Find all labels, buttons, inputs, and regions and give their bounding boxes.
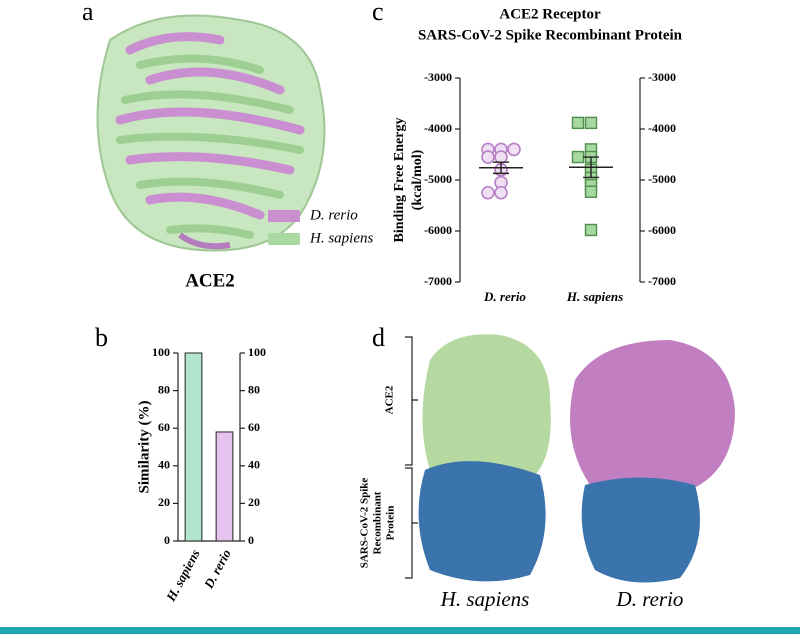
bracket-label: ACE2 (384, 385, 396, 414)
bracket-label: Protein (385, 506, 397, 541)
surface-images (418, 334, 735, 583)
y2-tick-label: 20 (248, 495, 260, 509)
caption: ACE2 (185, 270, 235, 291)
x-tick-label: H. sapiens (566, 289, 623, 304)
chart-title: ACE2 Receptor (499, 6, 601, 22)
y-axis-label: Binding Free Energy (392, 118, 407, 243)
y-tick-label: 20 (158, 495, 170, 509)
y-tick-label: 80 (158, 382, 170, 396)
protein-structure (96, 14, 326, 252)
bar (215, 431, 234, 542)
bracket-label: SARS-CoV-2 Spike (359, 478, 371, 569)
y-tick-label: -5000 (424, 172, 452, 186)
y2-tick-label: 60 (248, 420, 260, 434)
y2-tick-label: 0 (248, 533, 254, 547)
data-point (584, 223, 598, 237)
footer-bar (0, 627, 800, 634)
panel-label: c (372, 0, 384, 26)
y2-tick-label: 100 (248, 345, 266, 359)
bar (184, 352, 203, 542)
data-point (507, 142, 521, 157)
y-tick-label: -7000 (424, 274, 452, 288)
y-tick-label: -3000 (424, 70, 452, 84)
y-tick-label: 60 (158, 420, 170, 434)
data-point (584, 116, 598, 130)
y2-tick-label: -3000 (648, 70, 676, 84)
data-point (481, 185, 495, 200)
data-point (584, 185, 598, 198)
data-point (494, 150, 508, 164)
data-point (481, 150, 495, 164)
legend-label: H. sapiens (309, 230, 373, 246)
y2-tick-label: 40 (248, 458, 260, 472)
y-axis-label: (kcal/mol) (410, 149, 425, 210)
data-point (494, 185, 508, 200)
bracket-bottom (405, 467, 418, 579)
x-tick-label: D. rerio (483, 289, 526, 304)
legend-swatch (268, 210, 300, 222)
y-tick-label: -4000 (424, 121, 452, 135)
y-tick-label: -6000 (424, 223, 452, 237)
data-point (571, 150, 585, 164)
x-tick-label: H. sapiens (163, 547, 203, 605)
y2-tick-label: -4000 (648, 121, 676, 135)
y2-tick-label: 80 (248, 382, 260, 396)
y2-tick-label: -5000 (648, 172, 676, 186)
error-bar (493, 161, 509, 175)
caption: H. sapiens (440, 587, 530, 611)
y2-tick-label: -6000 (648, 223, 676, 237)
panel-label: d (372, 323, 385, 352)
y-tick-label: 0 (164, 533, 170, 547)
x-tick-label: D. rerio (200, 546, 234, 591)
bracket-label: Recombinant (372, 491, 384, 554)
legend-label: D. rerio (309, 207, 358, 223)
panel-label: b (95, 323, 108, 352)
data-point (571, 116, 585, 130)
y-tick-label: 40 (158, 458, 170, 472)
bracket-top (405, 336, 418, 466)
legend-swatch (268, 233, 300, 245)
y-tick-label: 100 (152, 345, 170, 359)
y-axis-label: Similarity (%) (136, 401, 152, 494)
panel-label: a (82, 0, 94, 26)
caption: D. rerio (616, 587, 684, 611)
y2-tick-label: -7000 (648, 274, 676, 288)
chart-subtitle: SARS-CoV-2 Spike Recombinant Protein (418, 27, 683, 43)
error-bar (583, 156, 599, 179)
